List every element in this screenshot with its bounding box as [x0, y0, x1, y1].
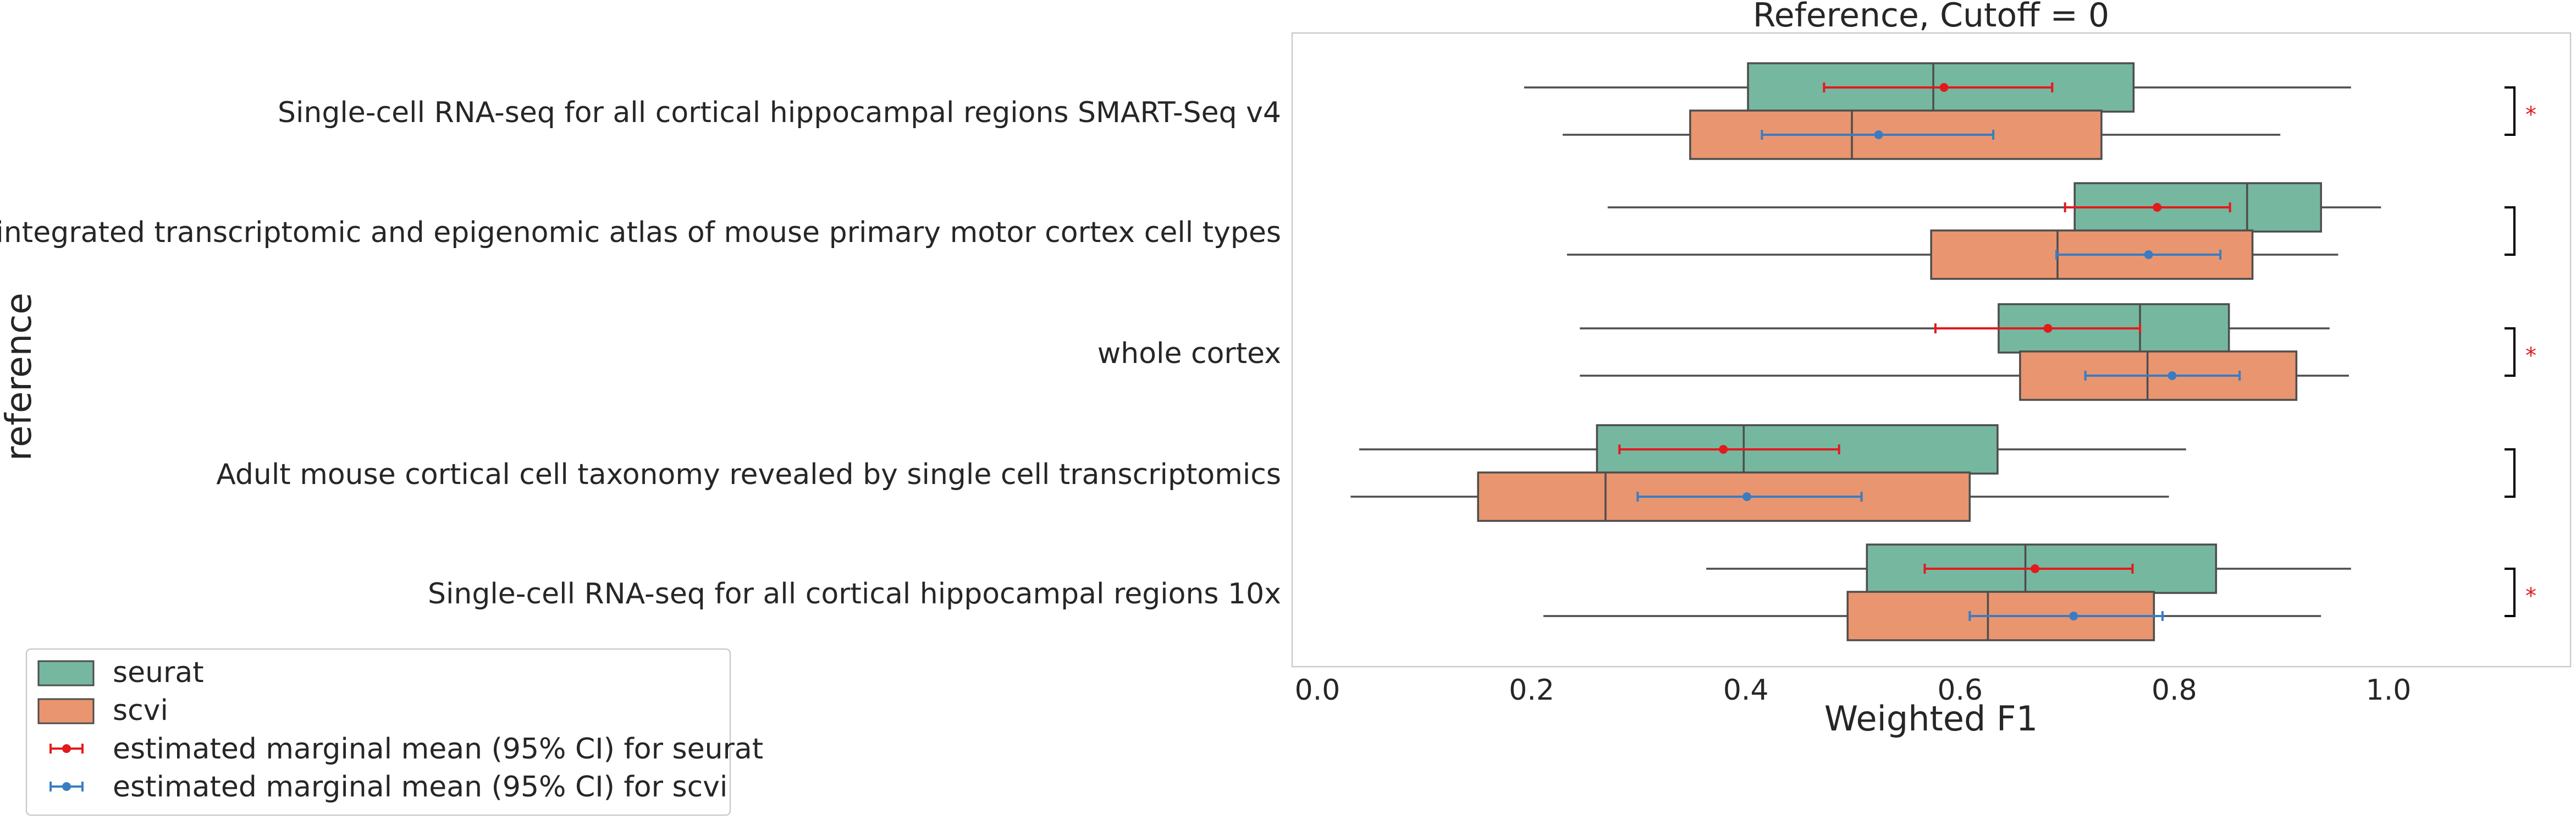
box-scvi: [1566, 229, 2338, 280]
x-tick-label: 0.8: [2152, 674, 2197, 707]
marginal-mean-scvi: [2084, 371, 2241, 381]
x-tick-label: 0.4: [1723, 674, 1769, 707]
marginal-mean-seurat: [1923, 564, 2134, 574]
marginal-mean-scvi: [1761, 130, 1995, 140]
marginal-mean-scvi: [1636, 492, 1863, 502]
significance-star: *: [2525, 102, 2536, 128]
significance-star: *: [2525, 343, 2536, 369]
y-tick-label: Single-cell RNA-seq for all cortical hip…: [278, 96, 1281, 129]
y-tick-label: Adult mouse cortical cell taxonomy revea…: [216, 458, 1281, 491]
significance-bracket: [2505, 448, 2516, 498]
mean-point: [1719, 445, 1728, 454]
x-tick-label: 1.0: [2366, 674, 2412, 707]
mean-point: [1742, 492, 1752, 501]
legend-label: estimated marginal mean (95% CI) for scv…: [113, 771, 727, 804]
x-axis-label: Weighted F1: [1824, 699, 2038, 739]
significance-bracket: [2505, 327, 2516, 377]
legend-frame: [25, 648, 731, 816]
mean-point: [2069, 612, 2078, 620]
y-tick-label: Single-cell RNA-seq for all cortical hip…: [428, 578, 1281, 611]
axes-frame: [1291, 32, 2572, 668]
marginal-mean-scvi: [2055, 250, 2222, 260]
mean-point: [2167, 371, 2177, 380]
marginal-mean-scvi: [1968, 611, 2164, 621]
mean-point: [1939, 83, 1949, 92]
plot-area: 0.0 0.2 0.4 0.6 0.8 1.0 Single-cell RNA-seq fo…: [0, 32, 2572, 707]
marginal-mean-seurat: [1934, 323, 2142, 333]
legend: seurat scvi estimated marginal mean (95% C…: [25, 648, 763, 816]
y-axis-label: reference: [0, 293, 40, 461]
legend-mean-point: [62, 782, 71, 791]
mean-point: [2144, 250, 2153, 259]
legend-swatch-scvi: [37, 698, 95, 724]
y-tick-label: whole cortex: [1097, 337, 1281, 370]
legend-marker-seurat: [49, 744, 84, 754]
x-tick-label: 0.6: [1937, 674, 1983, 707]
mean-point: [2031, 564, 2040, 573]
legend-marker-scvi: [49, 782, 84, 791]
x-tick-label: 0.0: [1295, 674, 1341, 707]
box-seurat: [1607, 182, 2381, 233]
significance-star: *: [2525, 584, 2536, 609]
marginal-mean-seurat: [1823, 83, 2054, 92]
box-scvi: [1543, 591, 2321, 641]
mean-point: [1874, 130, 1883, 139]
x-tick-label: 0.2: [1509, 674, 1554, 707]
marginal-mean-seurat: [2064, 202, 2231, 212]
significance-bracket: [2505, 206, 2516, 256]
legend-label: seurat: [113, 656, 204, 689]
legend-label: scvi: [113, 694, 168, 727]
marginal-mean-seurat: [1618, 444, 1840, 454]
significance-bracket: [2505, 86, 2516, 136]
chart-title: Reference, Cutoff = 0: [1753, 0, 2109, 35]
legend-mean-point: [62, 744, 71, 753]
y-tick-label: An integrated transcriptomic and epigeno…: [0, 216, 1281, 249]
legend-label: estimated marginal mean (95% CI) for seu…: [113, 733, 763, 766]
mean-point: [2153, 203, 2162, 212]
mean-point: [2043, 324, 2053, 333]
legend-swatch-seurat: [37, 660, 95, 686]
significance-bracket: [2505, 568, 2516, 617]
